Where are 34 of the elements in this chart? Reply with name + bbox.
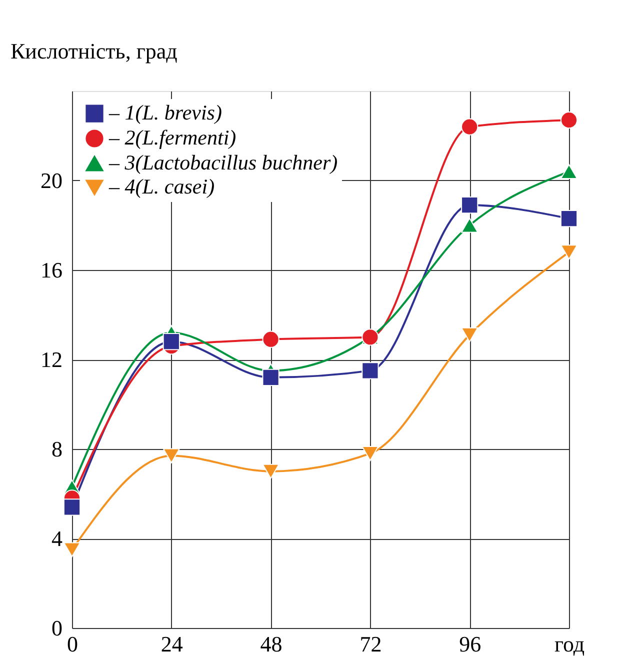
y-tick-label: 12 [40,347,62,372]
x-tick-label: 96 [459,632,482,656]
point [560,164,578,180]
point [262,330,280,348]
x-tick-label: 0 [67,632,78,656]
point [560,210,578,228]
point [461,118,478,136]
x-tick-label: год [554,632,585,656]
point [461,218,478,233]
point [262,464,280,479]
y-tick-label: 0 [52,616,62,640]
point [63,542,81,558]
point [560,112,578,129]
legend-label: – 1(L. brevis) [108,100,222,124]
point [262,368,280,386]
y-tick-label: 20 [40,168,62,193]
x-tick-label: 48 [260,632,282,656]
x-tick-label: 24 [160,632,183,656]
point [362,362,379,380]
point [560,244,578,260]
point [162,448,180,464]
x-tick-label: 72 [360,632,382,656]
point [162,333,180,350]
legend-label: – 3(Lactobacillus buchner) [108,150,338,174]
y-axis-title: Кислотність, град [10,38,178,64]
y-tick-label: 4 [52,526,62,551]
y-tick-label: 8 [52,436,62,462]
point [63,498,81,516]
y-tick-label: 16 [40,258,62,282]
point [461,327,478,342]
legend-label: – 2(L.fermenti) [108,126,236,150]
legend-label: – 4(L. casei) [108,174,215,198]
point [461,196,478,214]
point [362,446,379,461]
